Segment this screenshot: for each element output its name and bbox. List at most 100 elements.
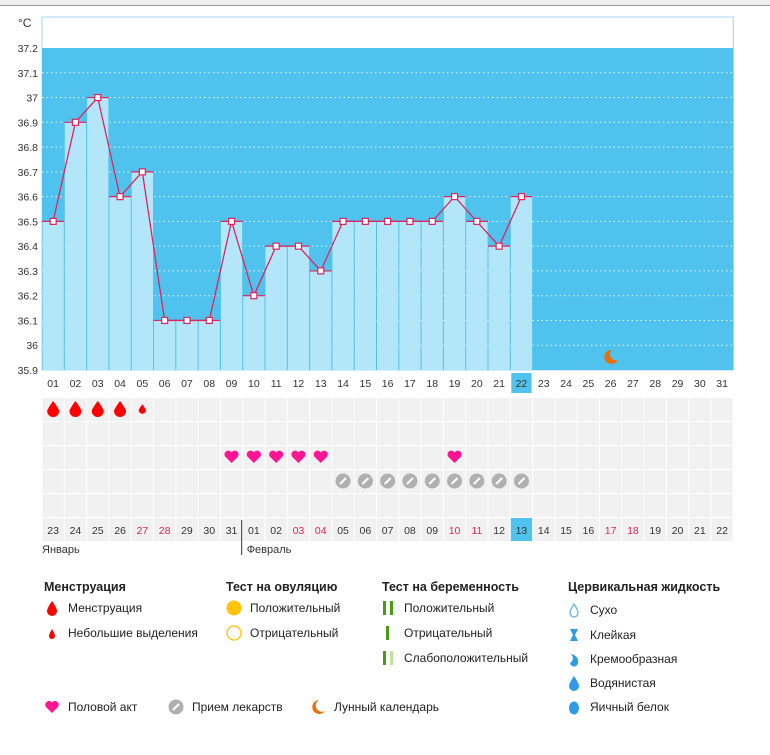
legend-medication: Прием лекарств xyxy=(168,699,283,715)
grid-cell xyxy=(711,398,733,421)
grid-cell xyxy=(711,422,733,445)
legend-pregnancy-positive: Положительный xyxy=(380,600,494,616)
date-cell xyxy=(154,518,176,541)
cycle-day-label: 23 xyxy=(538,378,550,390)
grid-cell xyxy=(220,422,243,445)
calendar-date-label: 28 xyxy=(159,525,171,537)
blood-drop-icon xyxy=(69,401,82,417)
blood-drop-icon xyxy=(47,401,60,417)
pill-icon xyxy=(469,473,485,489)
grid-cell xyxy=(154,398,176,421)
pill-line xyxy=(339,477,347,485)
grid-cell xyxy=(689,422,711,445)
grid-cell xyxy=(42,470,64,493)
temperature-bar xyxy=(64,122,87,370)
grid-cell xyxy=(622,398,644,421)
pill-line xyxy=(450,477,459,485)
grid-cell xyxy=(644,470,666,493)
date-cell xyxy=(510,518,533,541)
grid-cell xyxy=(287,470,310,493)
grid-cell xyxy=(622,446,644,469)
grid-cell xyxy=(510,446,533,469)
date-cell xyxy=(265,518,287,541)
grid-cell xyxy=(265,422,287,445)
grid-cell xyxy=(265,398,287,421)
calendar-date-label: 13 xyxy=(516,525,528,537)
temperature-point xyxy=(517,193,526,201)
temperature-point xyxy=(428,217,436,225)
empty-circle-icon xyxy=(226,625,242,641)
date-cell xyxy=(332,518,354,541)
faint-lines-icon xyxy=(380,650,396,666)
cycle-day-label: 26 xyxy=(605,378,617,390)
y-tick-label: 35.9 xyxy=(18,365,39,377)
date-cell xyxy=(488,518,510,541)
grid-cell xyxy=(666,398,689,421)
calendar-date-label: 23 xyxy=(47,525,59,537)
grid-cell xyxy=(243,470,265,493)
grid-cell xyxy=(555,494,577,517)
legend-pregnancy-negative: Отрицательный xyxy=(380,625,492,641)
temperature-point xyxy=(473,217,481,225)
grid-cell xyxy=(689,494,711,517)
pill-icon xyxy=(168,699,184,715)
grid-cell xyxy=(377,494,399,517)
legend-ovulation-negative: Отрицательный xyxy=(226,625,338,641)
grid-cell xyxy=(689,446,711,469)
date-cell xyxy=(310,518,332,541)
pill-line xyxy=(406,477,414,485)
heart-icon xyxy=(44,699,60,715)
temperature-bar xyxy=(488,246,510,370)
grid-cell xyxy=(176,446,198,469)
legend-menstruation: Менструация xyxy=(44,600,142,616)
calendar-date-label: 27 xyxy=(137,525,149,537)
grid-cell xyxy=(109,446,131,469)
pill-icon xyxy=(335,473,351,489)
cycle-day-label: 27 xyxy=(627,378,639,390)
temperature-bar xyxy=(354,221,376,370)
legend-moon: Лунный календарь xyxy=(310,699,439,715)
grid-cell xyxy=(488,398,510,421)
calendar-date-label: 17 xyxy=(605,525,617,537)
pill-line xyxy=(473,477,481,485)
grid-cell xyxy=(443,422,466,445)
temperature-bar xyxy=(377,221,399,370)
heart-icon xyxy=(246,450,261,463)
month-label-january: Январь xyxy=(42,544,80,556)
grid-cell xyxy=(310,398,332,421)
date-cell xyxy=(555,518,577,541)
y-tick-label: 36.9 xyxy=(18,117,39,129)
grid-cell xyxy=(533,470,555,493)
calendar-date-label: 03 xyxy=(293,525,305,537)
temperature-bar xyxy=(220,221,243,370)
date-cell xyxy=(421,518,443,541)
grid-cell xyxy=(443,398,466,421)
grid-cell xyxy=(600,446,622,469)
window-top-bar xyxy=(0,0,770,6)
heart-icon xyxy=(313,450,328,463)
grid-cell xyxy=(399,398,421,421)
temperature-bar xyxy=(332,221,354,370)
grid-cell xyxy=(510,494,533,517)
temperature-bar xyxy=(154,320,176,370)
calendar-date-label: 10 xyxy=(449,525,461,537)
legend-label: Клейкая xyxy=(590,628,637,642)
grid-cell xyxy=(421,494,443,517)
grid-cell xyxy=(421,422,443,445)
grid-cell xyxy=(622,422,644,445)
moon-icon xyxy=(310,699,326,715)
calendar-date-label: 15 xyxy=(560,525,572,537)
calendar-date-label: 12 xyxy=(493,525,505,537)
grid-cell xyxy=(443,494,466,517)
grid-cell xyxy=(399,422,421,445)
date-cell xyxy=(354,518,376,541)
calendar-date-label: 07 xyxy=(382,525,394,537)
grid-cell xyxy=(131,494,153,517)
grid-cell xyxy=(466,398,488,421)
date-cell xyxy=(466,518,488,541)
grid-cell xyxy=(555,398,577,421)
date-cell xyxy=(220,518,243,541)
date-cell xyxy=(644,518,666,541)
temperature-point xyxy=(294,242,303,250)
calendar-date-label: 06 xyxy=(360,525,372,537)
